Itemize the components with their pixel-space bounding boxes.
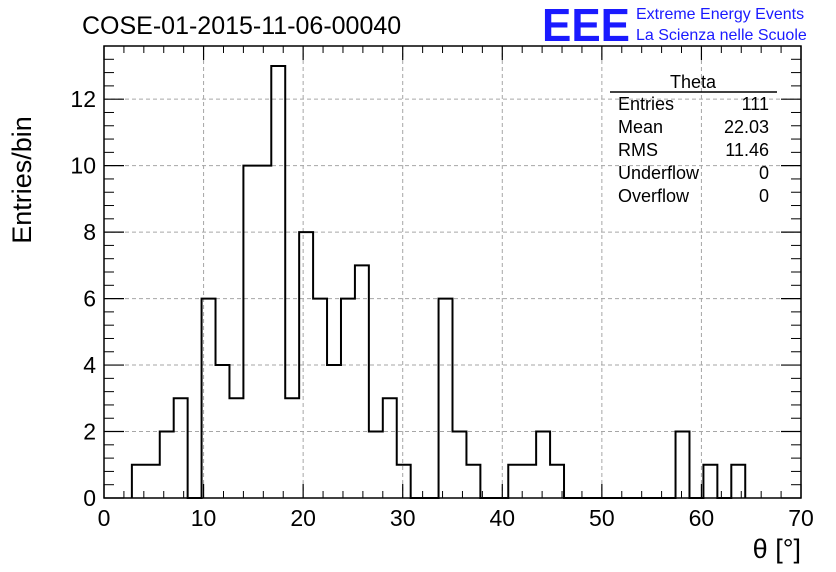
stats-title: Theta	[670, 72, 717, 92]
axis-ticks	[103, 45, 802, 499]
x-axis-label: θ [°]	[753, 534, 801, 564]
grid-lines	[104, 46, 801, 498]
x-tick-label: 70	[788, 505, 814, 531]
y-tick-label: 10	[70, 153, 96, 179]
histogram-bin	[703, 465, 717, 498]
y-tick-label: 6	[83, 286, 96, 312]
histogram-bin	[299, 232, 313, 498]
histogram-bin	[397, 465, 411, 498]
stats-row-label: Underflow	[618, 163, 700, 183]
x-tick-label: 0	[98, 505, 111, 531]
histogram-bin	[508, 465, 522, 498]
stats-row-label: Overflow	[618, 186, 690, 206]
y-tick-label: 12	[70, 86, 96, 112]
y-tick-label: 8	[83, 219, 96, 245]
histogram-bin	[466, 465, 480, 498]
y-axis-label: Entries/bin	[7, 116, 37, 244]
histogram-bin	[174, 398, 188, 498]
histogram-bin	[257, 166, 271, 498]
y-tick-labels: 0 2 4 6 8 10 12	[70, 86, 96, 511]
y-tick-label: 0	[83, 485, 96, 511]
histogram-bin	[731, 465, 745, 498]
stats-row-label: Entries	[618, 94, 674, 114]
x-tick-label: 10	[191, 505, 217, 531]
stats-row-value: 11.46	[725, 140, 769, 160]
stats-rows: Entries 111 Mean 22.03 RMS 11.46 Underflow 0 Ove…	[618, 94, 769, 206]
stats-row-value: 0	[759, 186, 769, 206]
stats-row-value: 22.03	[724, 117, 769, 137]
histogram-bin	[355, 265, 369, 498]
histogram-bin	[536, 432, 550, 498]
x-tick-labels: 0 10 20 30 40 50 60 70	[98, 505, 814, 531]
histogram-bin	[271, 66, 285, 498]
y-tick-label: 4	[83, 352, 96, 378]
stats-row-label: RMS	[618, 140, 658, 160]
stats-box: Theta Entries 111 Mean 22.03 RMS 11.46 Underfl…	[610, 72, 777, 206]
histogram-bin	[216, 365, 230, 498]
histogram-bin	[229, 398, 243, 498]
histogram-bin	[522, 465, 536, 498]
histogram-bin	[369, 432, 383, 498]
chart-title: COSE-01-2015-11-06-00040	[82, 12, 401, 40]
histogram-bin	[202, 299, 216, 498]
histogram-bin	[160, 432, 174, 498]
histogram-bin	[285, 398, 299, 498]
histogram-bin	[146, 465, 160, 498]
x-tick-label: 30	[390, 505, 416, 531]
stats-row-value: 111	[742, 94, 769, 114]
histogram-bin	[453, 432, 467, 498]
x-tick-label: 50	[589, 505, 615, 531]
histogram-bin	[313, 299, 327, 498]
y-tick-label: 2	[83, 419, 96, 445]
logo-line-2: La Scienza nelle Scuole	[636, 27, 807, 44]
histogram-bin	[676, 432, 690, 498]
histogram-bin	[243, 166, 257, 498]
histogram-bin	[341, 299, 355, 498]
eee-logo: EEE Extreme Energy Events La Scienza nel…	[542, 0, 807, 51]
eee-logo-mark: EEE	[542, 0, 630, 51]
stats-row-value: 0	[759, 163, 769, 183]
stats-row-label: Mean	[618, 117, 663, 137]
x-tick-label: 20	[290, 505, 316, 531]
histogram-bin	[439, 299, 453, 498]
logo-line-1: Extreme Energy Events	[636, 6, 804, 23]
x-tick-label: 40	[489, 505, 515, 531]
histogram-bin	[383, 398, 397, 498]
histogram-bin	[327, 365, 341, 498]
x-tick-label: 60	[689, 505, 715, 531]
